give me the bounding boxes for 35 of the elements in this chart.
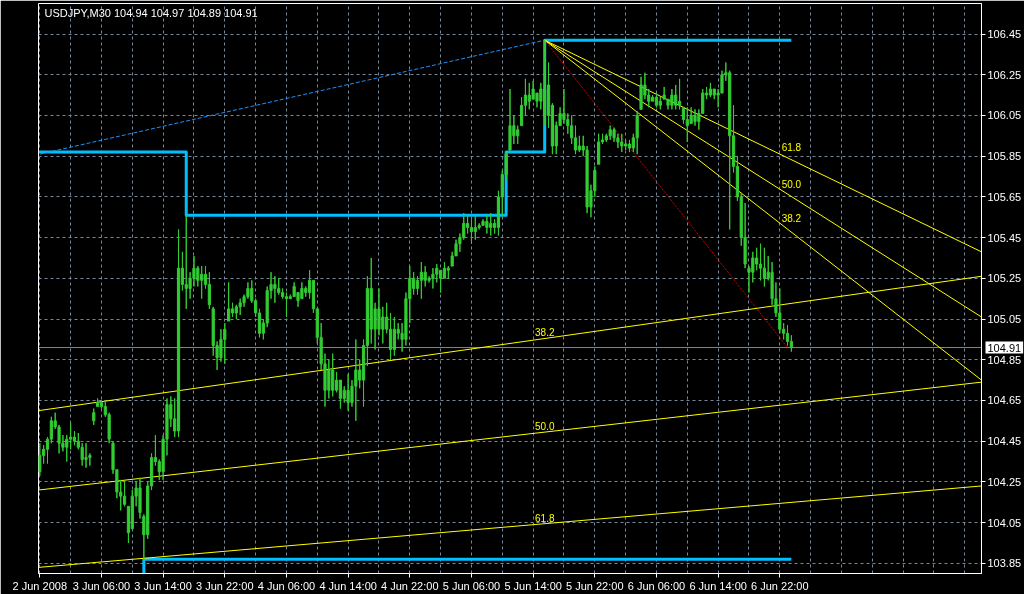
annotation: 38.2 [781,213,802,225]
annotation: 61.8 [535,512,555,524]
y-tick-label: 105.65 [987,190,1022,203]
x-tick-label: 5 Jun 22:00 [566,579,624,592]
y-tick-label: 105.25 [987,272,1022,285]
annotation: 50.0 [781,178,802,190]
x-tick-label: 3 Jun 14:00 [134,579,192,592]
y-tick-label: 105.05 [987,313,1022,326]
y-tick-label: 104.05 [987,516,1022,529]
x-tick-label: 6 Jun 14:00 [689,579,747,592]
y-tick-label: 104.85 [987,353,1022,366]
x-tick-label: 3 Jun 06:00 [72,579,131,592]
y-tick-label: 104.25 [987,475,1022,488]
x-tick-label: 3 Jun 22:00 [196,579,254,592]
x-tick-label: 4 Jun 14:00 [319,579,377,592]
x-tick-label: 6 Jun 06:00 [627,579,686,592]
annotation: 38.2 [535,327,555,339]
x-tick-label: 4 Jun 22:00 [381,579,439,592]
y-tick-label: 104.65 [987,394,1022,407]
annotation: 61.8 [781,142,802,154]
y-tick-label: 106.25 [987,68,1022,81]
y-tick-label: 105.85 [987,150,1022,163]
ref-line-label: 104.91 [987,341,1022,354]
chart-title: USDJPY,M30 104.94 104.97 104.89 104.91 [44,6,258,19]
y-tick-label: 106.05 [987,109,1022,122]
x-tick-label: 4 Jun 06:00 [257,579,316,592]
annotation: 50.0 [535,421,555,433]
x-tick-label: 6 Jun 22:00 [751,579,809,592]
x-tick-label: 5 Jun 14:00 [504,579,562,592]
y-tick-label: 106.45 [987,28,1022,41]
x-tick-label: 2 Jun 2008 [12,579,67,592]
y-tick-label: 104.45 [987,435,1022,448]
x-tick-label: 5 Jun 06:00 [442,579,501,592]
y-tick-label: 103.85 [987,557,1022,570]
y-tick-label: 105.45 [987,231,1022,244]
